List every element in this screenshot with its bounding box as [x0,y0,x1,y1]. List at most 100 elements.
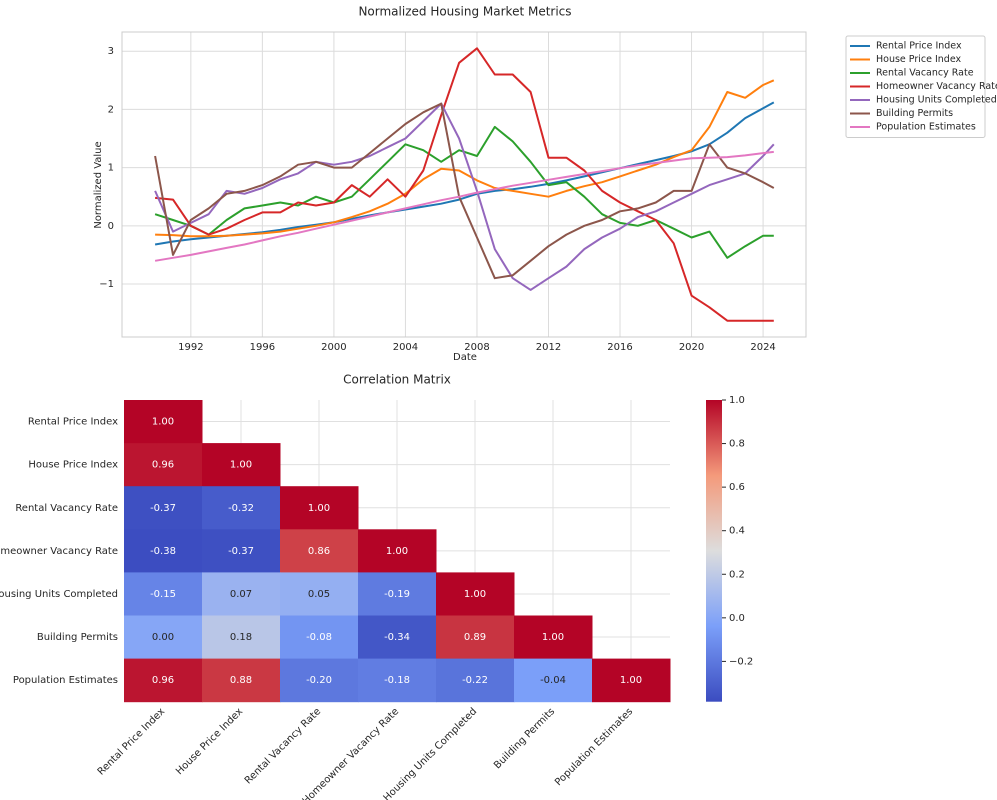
plot-frame [121,31,807,338]
y-tick-label: Building Permits [37,632,118,643]
cell-label: 1.00 [386,546,408,557]
cell-label: -0.20 [306,675,332,686]
colorbar-tick-label: 1.0 [729,395,745,406]
cell-label: 1.00 [542,632,564,643]
heatmap-cell [202,658,281,703]
cell-label: 0.07 [230,589,252,600]
heatmap-cell [202,486,281,530]
colorbar [706,400,722,702]
cell-label: 0.05 [308,589,330,600]
heatmap-cell [124,400,203,444]
x-tick-label: 2016 [607,342,632,353]
heatmap-cell [124,443,203,487]
legend-label: House Price Index [876,54,962,65]
series-line [155,47,774,322]
y-tick-label: Rental Vacancy Rate [15,503,118,514]
series-line [154,125,774,259]
y-tick-label: House Price Index [28,460,118,471]
heatmap-cell [280,615,359,660]
cell-label: -0.22 [462,675,488,686]
cell-label: -0.15 [150,589,176,600]
heatmap-cell [592,658,671,703]
heatmap-cell [358,529,437,573]
heatmap-cell [202,529,281,573]
heatmap-cell [124,486,203,530]
cell-label: -0.18 [384,675,410,686]
x-tick-label: 2012 [536,342,561,353]
colorbar-tick-label: 0.4 [729,526,745,537]
y-tick-label: 3 [108,46,114,57]
y-tick-label: 2 [108,104,114,115]
x-tick-label: Rental Price Index [96,706,168,778]
legend-label: Homeowner Vacancy Rate [876,81,997,92]
heatmap-cell [124,658,203,703]
legend-label: Rental Price Index [876,41,962,52]
colorbar-tick-label: 0.8 [729,439,745,450]
cell-label: 0.86 [308,546,330,557]
heatmap-cell [358,658,437,703]
colorbar-tick-label: 0.0 [729,613,745,624]
x-tick-label: House Price Index [174,706,245,777]
cell-label: 1.00 [308,503,330,514]
series-line [154,150,774,262]
x-tick-label: Population Estimates [553,706,635,788]
colorbar-tick-label: 0.6 [729,482,745,493]
colorbar-tick-label: 0.2 [729,569,745,580]
heatmap-cell [202,443,281,487]
cell-label: -0.04 [540,675,566,686]
cell-label: -0.34 [384,632,410,643]
x-tick-label: 1992 [178,342,203,353]
x-tick-label: Housing Units Completed [382,706,480,800]
x-tick-label: Rental Vacancy Rate [243,706,323,786]
heatmap-cell [436,615,515,660]
cell-label: 1.00 [230,460,252,471]
cell-label: 0.00 [152,632,174,643]
cell-label: 1.00 [464,589,486,600]
x-axis-label: Date [453,352,477,363]
heatmap-cell [436,572,515,616]
x-tick-label: 1996 [250,342,275,353]
cell-label: 0.18 [230,632,252,643]
heatmap-cell [280,658,359,703]
y-tick-label: Population Estimates [13,675,118,686]
cell-label: 0.96 [152,460,174,471]
cell-label: -0.19 [384,589,410,600]
cell-label: -0.38 [150,546,176,557]
chart-title: Normalized Housing Market Metrics [358,5,571,19]
cell-label: 1.00 [620,675,642,686]
cell-label: 0.89 [464,632,486,643]
cell-label: -0.37 [228,546,254,557]
cell-label: -0.32 [228,503,254,514]
y-tick-label: 0 [108,221,114,232]
heatmap-cell [280,572,359,616]
heatmap-cell [280,486,359,530]
series-line [154,102,775,280]
legend-label: Building Permits [876,108,953,119]
y-tick-label: Homeowner Vacancy Rate [0,546,118,557]
y-tick-label: Rental Price Index [28,417,118,428]
series-line [154,102,775,291]
heatmap-cell [436,658,515,703]
x-tick-label: 2000 [321,342,346,353]
x-tick-label: 2008 [464,342,489,353]
heatmap-cell [358,572,437,616]
heatmap-cell [124,529,203,573]
cell-label: 1.00 [152,417,174,428]
legend-box [845,35,986,138]
x-tick-label: Building Permits [492,706,557,771]
x-tick-label: 2004 [393,342,418,353]
y-tick-label: −1 [99,279,114,290]
series-line [155,79,775,238]
heatmap-cell [124,572,203,616]
heatmap-cell [202,572,281,616]
cell-label: -0.08 [306,632,332,643]
heatmap-cell [124,615,203,660]
heatmap-cell [514,658,593,703]
cell-label: -0.37 [150,503,176,514]
heatmap-cell [202,615,281,660]
y-tick-label: 1 [108,163,114,174]
heatmap-title: Correlation Matrix [343,373,451,387]
cell-label: 0.88 [230,675,252,686]
x-tick-label: 2020 [679,342,704,353]
